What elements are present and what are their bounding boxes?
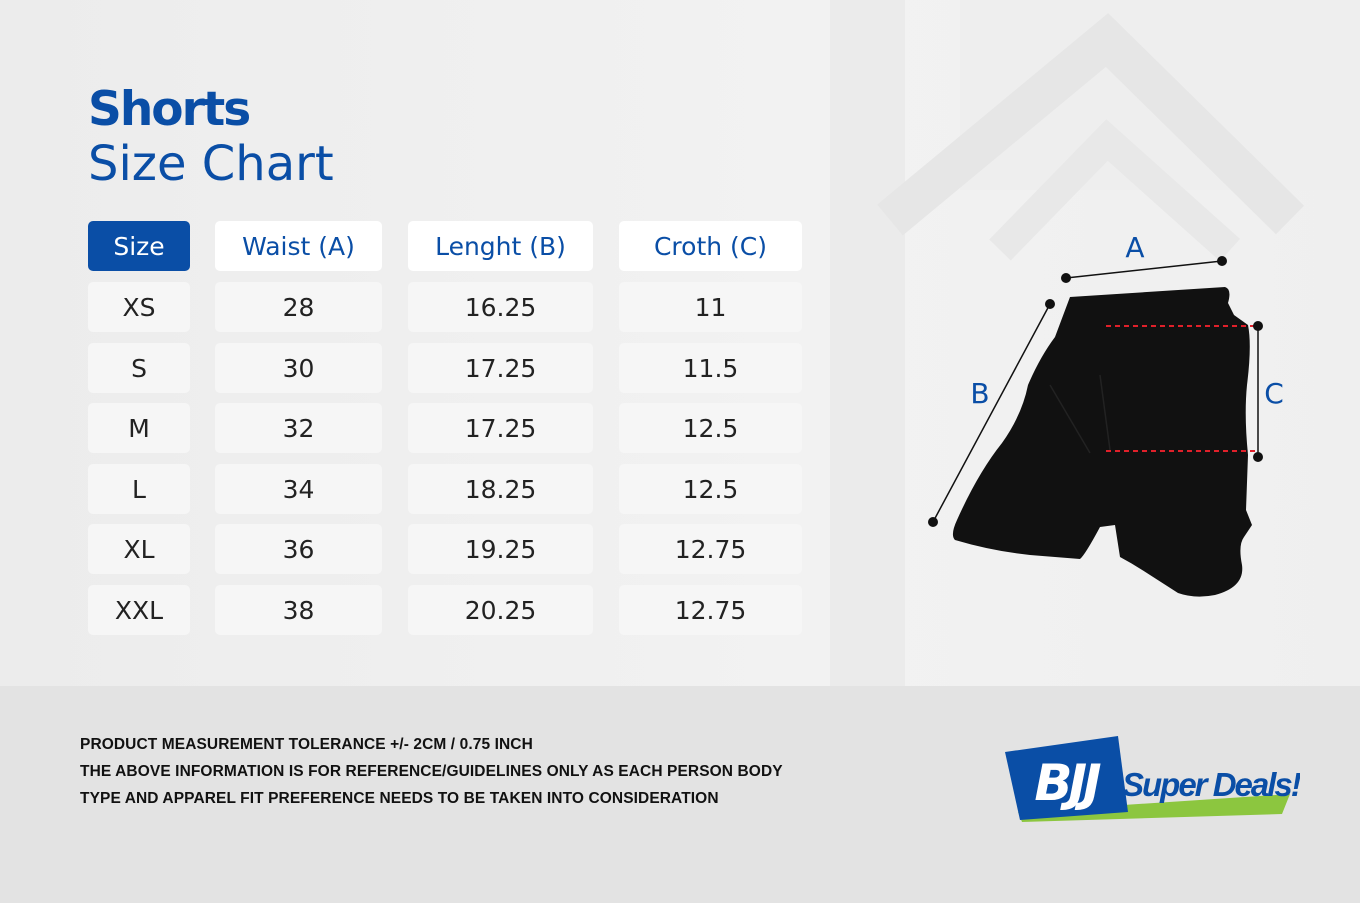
label-b: B xyxy=(970,377,989,410)
shorts-illustration: A B C xyxy=(928,231,1284,597)
measurement-cell: 19.25 xyxy=(408,524,593,574)
measurement-cell: 16.25 xyxy=(408,282,593,332)
measurement-cell: 38 xyxy=(215,585,382,635)
measurement-cell: 18.25 xyxy=(408,464,593,514)
size-label: XL xyxy=(88,524,190,574)
footer-panel xyxy=(0,686,1360,903)
waist-measure-line xyxy=(1065,260,1223,279)
size-label: M xyxy=(88,403,190,453)
measurement-cell: 30 xyxy=(215,343,382,393)
measurement-cell: 17.25 xyxy=(408,343,593,393)
column-header: Size xyxy=(88,221,190,271)
tolerance-note: PRODUCT MEASUREMENT TOLERANCE +/- 2CM / … xyxy=(80,736,533,753)
logo-mark: BJJ xyxy=(1034,754,1101,812)
length-measure-line xyxy=(932,303,1051,523)
measurement-cell: 32 xyxy=(215,403,382,453)
logo-name: Super Deals! xyxy=(1122,766,1300,803)
measurement-cell: 34 xyxy=(215,464,382,514)
shorts-diagram: A B C xyxy=(910,225,1290,605)
label-c: C xyxy=(1264,377,1284,410)
page-subtitle: Size Chart xyxy=(88,136,334,192)
measurement-cell: 12.75 xyxy=(619,524,802,574)
measurement-cell: 12.5 xyxy=(619,403,802,453)
size-label: XS xyxy=(88,282,190,332)
measurement-cell: 20.25 xyxy=(408,585,593,635)
measurement-cell: 36 xyxy=(215,524,382,574)
size-label: L xyxy=(88,464,190,514)
disclaimer-line-1: THE ABOVE INFORMATION IS FOR REFERENCE/G… xyxy=(80,763,783,780)
size-label: S xyxy=(88,343,190,393)
measurement-cell: 17.25 xyxy=(408,403,593,453)
measurement-cell: 28 xyxy=(215,282,382,332)
brand-logo: BJJ Super Deals! xyxy=(1000,734,1304,834)
measurement-cell: 12.75 xyxy=(619,585,802,635)
column-header: Croth (C) xyxy=(619,221,802,271)
measurement-cell: 11.5 xyxy=(619,343,802,393)
measurement-cell: 12.5 xyxy=(619,464,802,514)
page-title: Shorts xyxy=(88,82,251,137)
shorts-shape xyxy=(952,287,1252,597)
size-label: XXL xyxy=(88,585,190,635)
column-header: Waist (A) xyxy=(215,221,382,271)
column-header: Lenght (B) xyxy=(408,221,593,271)
watermark-graphic xyxy=(830,0,1360,686)
measurement-cell: 11 xyxy=(619,282,802,332)
label-a: A xyxy=(1125,231,1144,264)
disclaimer-line-2: TYPE AND APPAREL FIT PREFERENCE NEEDS TO… xyxy=(80,790,719,807)
